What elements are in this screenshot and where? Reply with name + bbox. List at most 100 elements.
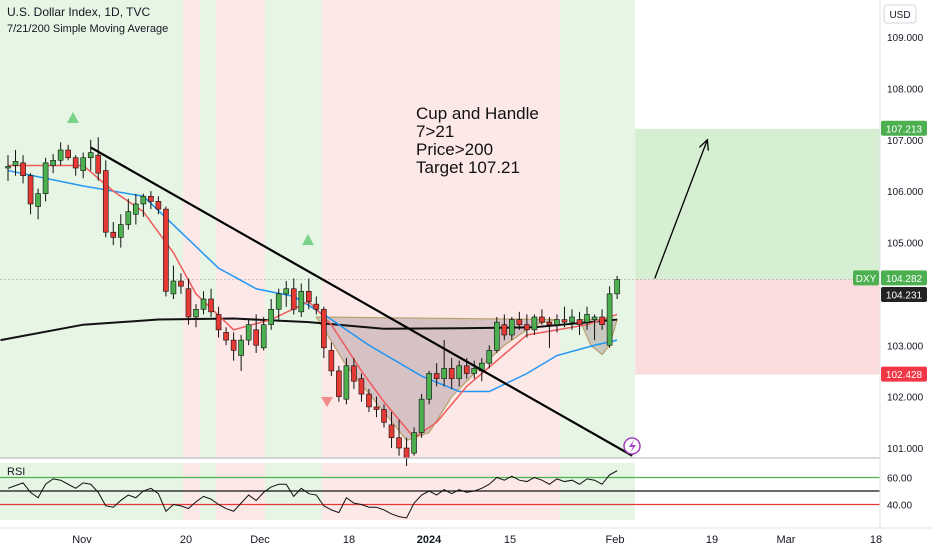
candle-65 <box>493 316 500 353</box>
candle-66 <box>501 314 508 341</box>
candle-14 <box>110 221 117 246</box>
candle-37 <box>283 281 290 307</box>
candle-body <box>516 319 523 325</box>
lightning-glyph-icon <box>629 440 636 453</box>
candle-52 <box>396 419 402 456</box>
candle-body <box>524 324 530 331</box>
time-axis[interactable]: Nov 20 Dec 18 2024 15 Feb 19 Mar 18 <box>72 534 882 546</box>
candle-body <box>336 370 342 397</box>
candle-body <box>463 365 470 374</box>
rsi-title[interactable]: RSI <box>7 466 25 478</box>
candle-body <box>80 157 86 171</box>
price-tag-value: 107.213 <box>886 124 923 135</box>
annotation-text[interactable]: Cup and Handle 7>21 Price>200 Target 107… <box>416 104 539 177</box>
price-tag-bg <box>881 366 927 382</box>
candle-body <box>381 409 387 423</box>
candle-body <box>215 314 222 331</box>
candle-73 <box>554 314 560 333</box>
candle-67 <box>509 316 515 341</box>
candle-body <box>65 149 71 159</box>
band-price-3 <box>216 0 265 458</box>
candle-27 <box>208 288 214 317</box>
rsi-pane[interactable] <box>0 457 880 519</box>
candle-70 <box>531 314 538 335</box>
candle-body <box>102 170 109 233</box>
candle-1 <box>12 150 19 176</box>
band-price-7 <box>622 0 635 458</box>
candle-12 <box>95 137 102 181</box>
candle-body <box>418 398 425 433</box>
candle-41 <box>313 296 320 315</box>
candle-23 <box>178 273 184 294</box>
candle-42 <box>321 306 327 359</box>
candle-32 <box>245 319 252 346</box>
candle-body <box>584 314 590 323</box>
candle-33 <box>253 314 259 353</box>
candle-body <box>614 279 620 295</box>
buy-signal-triangle-2 <box>302 234 314 245</box>
time-tick-label: 18 <box>870 534 882 546</box>
risk-reward-zones[interactable] <box>635 128 880 375</box>
candle-78 <box>591 314 598 341</box>
candle-body <box>305 291 312 302</box>
buy-signal-triangle-1 <box>67 112 79 123</box>
candle-body <box>403 447 410 459</box>
candle-body <box>501 324 508 336</box>
candle-20 <box>155 196 162 215</box>
candle-body <box>148 195 154 202</box>
time-tick-label: Mar <box>777 534 796 546</box>
candle-8 <box>65 144 71 161</box>
currency-label: USD <box>889 10 910 21</box>
candle-29 <box>223 327 229 346</box>
candle-22 <box>170 265 177 300</box>
candle-body <box>298 291 305 313</box>
candle-75 <box>569 309 575 330</box>
rsi-axis: 40.00 60.00 <box>887 474 912 512</box>
time-tick-label: Nov <box>72 534 92 546</box>
candle-body <box>328 350 335 372</box>
candle-28 <box>215 306 222 338</box>
price-tick-label: 106.000 <box>887 187 924 198</box>
price-tag-bg <box>881 287 927 303</box>
candle-79 <box>599 309 605 330</box>
candle-body <box>411 432 417 454</box>
candle-body <box>35 193 41 207</box>
candle-body <box>245 324 252 341</box>
band-price-6 <box>560 0 622 458</box>
indicator-title[interactable]: 7/21/200 Simple Moving Average <box>7 23 168 35</box>
currency-button[interactable] <box>883 4 917 24</box>
drawings[interactable] <box>90 138 709 457</box>
band-price-0 <box>0 0 183 458</box>
candle-81 <box>614 275 620 300</box>
candle-body <box>554 319 560 325</box>
candle-26 <box>200 291 207 315</box>
rsi-tick-label: 60.00 <box>887 474 912 485</box>
price-tick-label: 108.000 <box>887 84 924 95</box>
candle-body <box>358 378 365 395</box>
annotation-line-1: Cup and Handle <box>416 104 539 123</box>
price-tags: 107.213 DXY 104.282 104.231 102.428 <box>853 120 927 382</box>
candle-body <box>185 288 192 318</box>
candle-body <box>396 437 402 449</box>
candle-9 <box>72 155 79 176</box>
candle-47 <box>358 373 365 402</box>
candle-body <box>193 308 199 318</box>
candle-2 <box>20 155 26 184</box>
band-price-2 <box>200 0 216 458</box>
time-tick-label: 15 <box>504 534 516 546</box>
target-zone <box>635 128 880 280</box>
symbol-tag-bg <box>853 270 879 286</box>
candle-body <box>351 365 357 382</box>
candle-body <box>388 424 395 439</box>
time-tick-label: 20 <box>180 534 192 546</box>
candle-body <box>163 208 169 292</box>
candle-body <box>118 224 124 238</box>
candle-21 <box>163 206 169 297</box>
candle-body <box>493 321 500 351</box>
candle-body <box>546 321 553 326</box>
candle-body <box>373 406 380 410</box>
candle-15 <box>118 214 124 248</box>
symbol-title[interactable]: U.S. Dollar Index, 1D, TVC <box>7 5 150 19</box>
candle-39 <box>298 283 305 317</box>
